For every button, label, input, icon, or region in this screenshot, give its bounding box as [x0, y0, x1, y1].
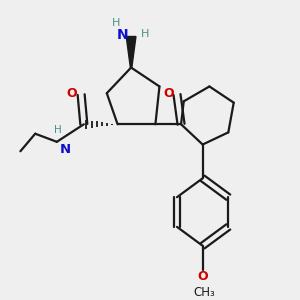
Text: H: H — [112, 18, 120, 28]
Text: H: H — [140, 29, 149, 39]
Text: H: H — [54, 125, 62, 135]
Text: N: N — [60, 143, 71, 156]
Polygon shape — [126, 37, 136, 68]
Text: O: O — [67, 87, 77, 100]
Text: O: O — [164, 87, 174, 100]
Text: N: N — [117, 28, 128, 42]
Text: O: O — [197, 270, 208, 283]
Text: CH₃: CH₃ — [193, 286, 215, 299]
